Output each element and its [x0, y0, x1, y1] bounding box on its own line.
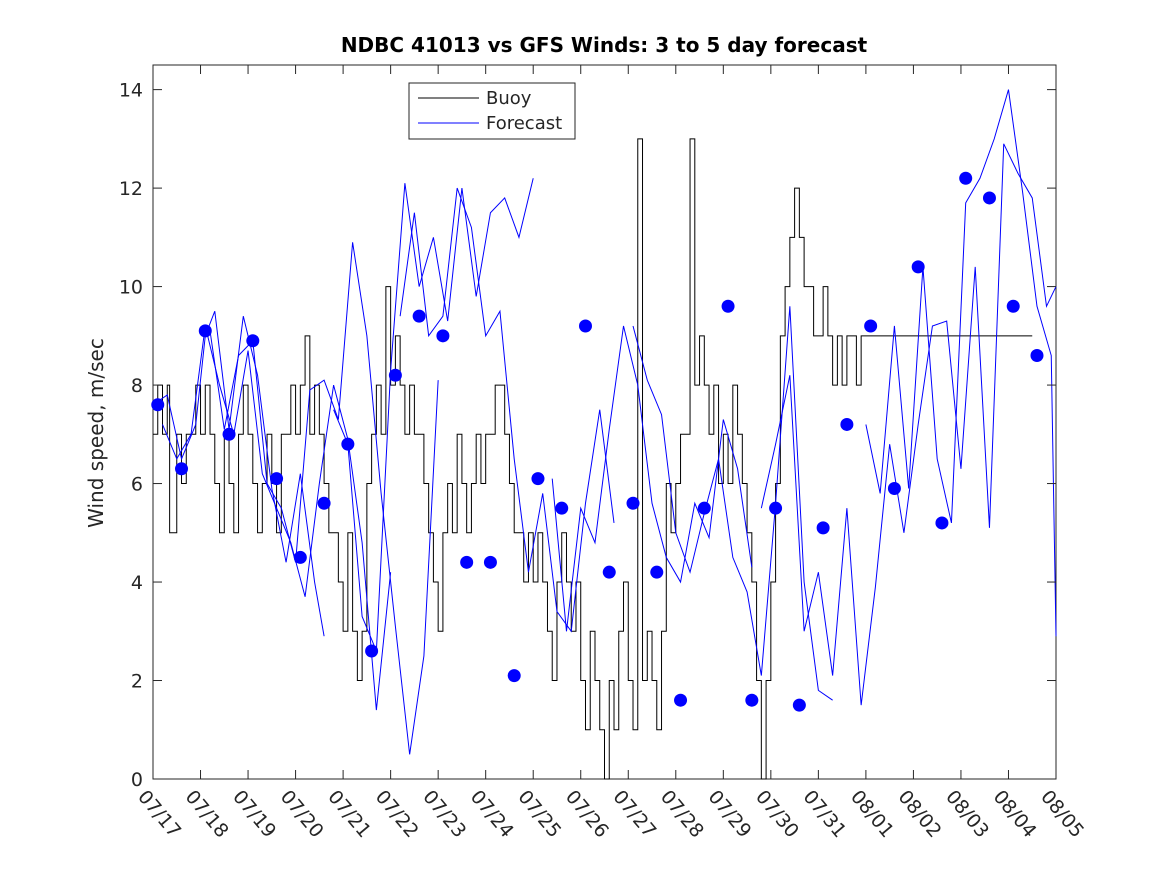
- y-tick-label: 4: [131, 572, 143, 594]
- legend-buoy-label: Buoy: [486, 88, 532, 109]
- x-tick-label: 07/19: [228, 786, 280, 842]
- forecast-marker: [198, 324, 212, 338]
- forecast-marker: [769, 501, 783, 515]
- y-tick-label: 0: [131, 769, 143, 791]
- forecast-marker: [341, 437, 355, 451]
- chart-title: NDBC 41013 vs GFS Winds: 3 to 5 day fore…: [341, 33, 868, 57]
- y-tick-label: 10: [119, 277, 143, 299]
- forecast-marker: [721, 299, 735, 313]
- forecast-marker: [816, 521, 830, 535]
- forecast-marker: [578, 319, 592, 333]
- plot-area: [152, 64, 1057, 780]
- forecast-marker: [911, 260, 925, 274]
- forecast-marker: [531, 472, 545, 486]
- y-tick-label: 14: [119, 80, 143, 102]
- forecast-marker: [483, 555, 497, 569]
- forecast-marker: [1006, 299, 1020, 313]
- y-tick-label: 2: [131, 671, 143, 693]
- x-tick-label: 08/03: [941, 786, 993, 842]
- legend-forecast-label: Forecast: [486, 113, 562, 134]
- x-tick-label: 08/01: [846, 786, 898, 842]
- forecast-marker: [317, 496, 331, 510]
- forecast-series-line-4: [333, 178, 534, 652]
- forecast-series-line-9: [865, 89, 1057, 637]
- forecast-marker: [460, 555, 474, 569]
- x-tick-label: 07/31: [799, 786, 851, 842]
- forecast-marker: [412, 309, 426, 323]
- forecast-marker: [864, 319, 878, 333]
- forecast-marker: [175, 462, 189, 476]
- x-tick-label: 08/02: [894, 786, 946, 842]
- plot-layer: 0246810121407/1707/1807/1907/2007/2107/2…: [119, 64, 1088, 842]
- x-tick-label: 07/29: [703, 786, 755, 842]
- forecast-series-line-2: [162, 325, 392, 711]
- forecast-marker: [270, 472, 284, 486]
- x-tick-label: 07/23: [418, 786, 470, 842]
- forecast-series-line-5: [399, 187, 615, 633]
- x-tick-label: 07/17: [133, 786, 185, 842]
- x-tick-label: 07/30: [751, 786, 803, 842]
- forecast-marker: [959, 171, 973, 185]
- forecast-marker: [436, 329, 450, 343]
- forecast-marker: [935, 516, 949, 530]
- forecast-marker: [1030, 349, 1044, 363]
- forecast-series-line-1: [152, 311, 325, 637]
- x-tick-label: 07/25: [513, 786, 565, 842]
- forecast-marker: [745, 693, 759, 707]
- x-tick-label: 07/21: [323, 786, 375, 842]
- x-tick-label: 07/27: [608, 786, 660, 842]
- x-tick-label: 08/05: [1036, 786, 1088, 842]
- forecast-marker: [887, 481, 901, 495]
- y-tick-label: 8: [131, 375, 143, 397]
- forecast-series-line-3: [209, 242, 439, 755]
- forecast-marker: [840, 417, 854, 431]
- forecast-series-line-8: [760, 143, 1057, 706]
- forecast-marker: [246, 334, 260, 348]
- forecast-series-line-7: [632, 306, 833, 701]
- x-tick-label: 07/22: [371, 786, 423, 842]
- forecast-marker: [650, 565, 664, 579]
- forecast-marker: [626, 496, 640, 510]
- buoy-series-line: [153, 138, 1033, 780]
- forecast-marker: [507, 669, 521, 683]
- forecast-marker: [697, 501, 711, 515]
- x-tick-label: 07/28: [656, 786, 708, 842]
- forecast-marker: [792, 698, 806, 712]
- forecast-marker: [982, 191, 996, 205]
- legend-box: [408, 82, 576, 140]
- forecast-marker: [222, 427, 236, 441]
- forecast-marker: [674, 693, 688, 707]
- x-tick-label: 08/04: [989, 786, 1041, 842]
- y-tick-label: 12: [119, 178, 143, 200]
- forecast-marker: [365, 644, 379, 658]
- x-tick-label: 07/20: [276, 786, 328, 842]
- x-tick-label: 07/18: [181, 786, 233, 842]
- forecast-marker: [602, 565, 616, 579]
- y-tick-label: 6: [131, 474, 143, 496]
- x-tick-label: 07/26: [561, 786, 613, 842]
- forecast-marker: [388, 368, 402, 382]
- y-axis-label: Wind speed, m/sec: [84, 338, 108, 528]
- forecast-marker: [151, 398, 165, 412]
- forecast-marker: [293, 550, 307, 564]
- x-tick-label: 07/24: [466, 786, 518, 842]
- forecast-marker: [555, 501, 569, 515]
